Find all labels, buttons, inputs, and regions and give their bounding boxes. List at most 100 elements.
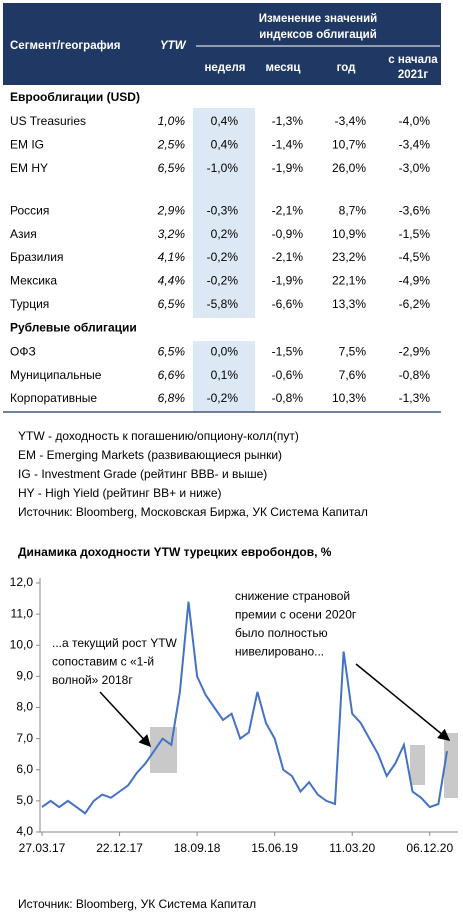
x-tick-label: 22.12.17 bbox=[96, 841, 143, 855]
cell: -3,4% bbox=[399, 138, 431, 152]
y-tick-label: 7,0 bbox=[16, 731, 33, 745]
y-tick-label: 6,0 bbox=[16, 762, 33, 776]
cell: -1,3% bbox=[272, 114, 304, 128]
header-column: с начала bbox=[388, 54, 438, 66]
header-group: индексов облигаций bbox=[259, 29, 377, 41]
cell: -0,2% bbox=[207, 391, 239, 405]
cell: -1,5% bbox=[399, 227, 431, 241]
cell: 26,0% bbox=[332, 161, 366, 175]
cell: -3,6% bbox=[399, 203, 431, 217]
row-label: EM HY bbox=[10, 161, 48, 175]
header-segment: Сегмент/география bbox=[10, 40, 120, 52]
cell: -1,3% bbox=[399, 391, 431, 405]
cell: 10,7% bbox=[332, 138, 366, 152]
cell: 6,6% bbox=[158, 368, 186, 382]
cell: -3,4% bbox=[335, 114, 367, 128]
row-label: Турция bbox=[10, 297, 49, 311]
header-group: Изменение значений bbox=[259, 13, 377, 25]
annotation: снижение страновой bbox=[235, 589, 350, 603]
row-label: Азия bbox=[10, 227, 37, 241]
annotation: волной» 2018г bbox=[52, 673, 133, 687]
section-title: Еврооблигации (USD) bbox=[10, 90, 140, 104]
cell: 0,2% bbox=[211, 227, 239, 241]
y-tick-label: 5,0 bbox=[16, 793, 33, 807]
y-tick-label: 9,0 bbox=[16, 669, 33, 683]
annotation-arrow bbox=[355, 663, 451, 741]
row-label: US Treasuries bbox=[10, 114, 86, 128]
y-tick-label: 12,0 bbox=[10, 575, 34, 589]
header-column: год bbox=[337, 62, 357, 74]
cell: 1,0% bbox=[158, 114, 186, 128]
note: EM - Emerging Markets (развивающиеся рын… bbox=[18, 448, 282, 462]
cell: 2,5% bbox=[157, 138, 186, 152]
line-series bbox=[41, 601, 448, 815]
cell: 6,5% bbox=[158, 297, 186, 311]
note: Источник: Bloomberg, Московская Биржа, У… bbox=[18, 505, 368, 519]
highlight-box bbox=[410, 745, 425, 785]
cell: 3,2% bbox=[158, 227, 186, 241]
section-title: Рублевые облигации bbox=[10, 320, 137, 334]
header-ytw: YTW bbox=[160, 40, 187, 52]
cell: -6,2% bbox=[399, 297, 431, 311]
generated: Сегмент/география YTW Изменение значений ин… bbox=[10, 13, 454, 911]
cell: 7,6% bbox=[339, 368, 367, 382]
x-tick-label: 18.09.18 bbox=[174, 841, 221, 855]
cell: 6,8% bbox=[158, 391, 186, 405]
cell: 7,5% bbox=[339, 344, 367, 358]
cell: 0,4% bbox=[211, 138, 239, 152]
cell: -1,9% bbox=[272, 161, 304, 175]
row-label: ОФЗ bbox=[10, 344, 36, 358]
chart-title: Динамика доходности YTW турецких евробон… bbox=[18, 545, 332, 559]
cell: -0,3% bbox=[207, 203, 239, 217]
cell: -6,6% bbox=[272, 297, 304, 311]
header-column: неделя bbox=[204, 62, 245, 74]
cell: 0,1% bbox=[211, 368, 239, 382]
annotation: ...а текущий рост YTW bbox=[52, 636, 178, 650]
cell: 6,5% bbox=[158, 161, 186, 175]
y-tick-label: 4,0 bbox=[16, 824, 33, 838]
cell: 10,3% bbox=[332, 391, 366, 405]
cell: -4,5% bbox=[399, 250, 431, 264]
row-label: Мексика bbox=[10, 274, 57, 288]
cell: -4,9% bbox=[399, 274, 431, 288]
cell: -0,6% bbox=[272, 368, 304, 382]
cell: 23,2% bbox=[332, 250, 366, 264]
annotation: премии с осени 2020г bbox=[235, 608, 357, 622]
row-label: Россия bbox=[10, 203, 49, 217]
row-label: Муниципальные bbox=[10, 368, 102, 382]
cell: 2,9% bbox=[157, 203, 186, 217]
annotation-arrow bbox=[99, 691, 152, 748]
chart-source: Источник: Bloomberg, УК Система Капитал bbox=[18, 897, 256, 911]
note: HY - High Yield (рейтинг BB+ и ниже) bbox=[18, 486, 221, 500]
annotation: сопоставим с «1-й bbox=[52, 655, 154, 669]
cell: -0,8% bbox=[272, 391, 304, 405]
cell: 22,1% bbox=[332, 274, 366, 288]
row-label: Бразилия bbox=[10, 250, 64, 264]
x-tick-label: 06.12.20 bbox=[406, 841, 453, 855]
header-column: 2021г bbox=[398, 69, 429, 81]
cell: 8,7% bbox=[339, 203, 367, 217]
table-header-bg bbox=[3, 3, 441, 85]
x-tick-label: 11.03.20 bbox=[329, 841, 375, 855]
cell: -2,9% bbox=[399, 344, 431, 358]
cell: -2,1% bbox=[272, 203, 304, 217]
annotation: было полностью bbox=[235, 626, 328, 640]
cell: 4,4% bbox=[158, 274, 186, 288]
cell: -1,5% bbox=[272, 344, 304, 358]
cell: -0,2% bbox=[207, 250, 239, 264]
week-highlight bbox=[193, 341, 255, 412]
row-label: EM IG bbox=[10, 138, 44, 152]
row-label: Корпоративные bbox=[10, 391, 97, 405]
header-column: месяц bbox=[266, 62, 301, 74]
cell: -4,0% bbox=[399, 114, 431, 128]
cell: -1,0% bbox=[207, 161, 239, 175]
cell: 0,4% bbox=[211, 114, 239, 128]
y-tick-label: 8,0 bbox=[16, 700, 33, 714]
cell: -1,4% bbox=[272, 138, 304, 152]
note: YTW - доходность к погашению/опциону-кол… bbox=[18, 429, 299, 443]
annotation: нивелировано... bbox=[235, 645, 324, 659]
cell: -0,2% bbox=[207, 274, 239, 288]
